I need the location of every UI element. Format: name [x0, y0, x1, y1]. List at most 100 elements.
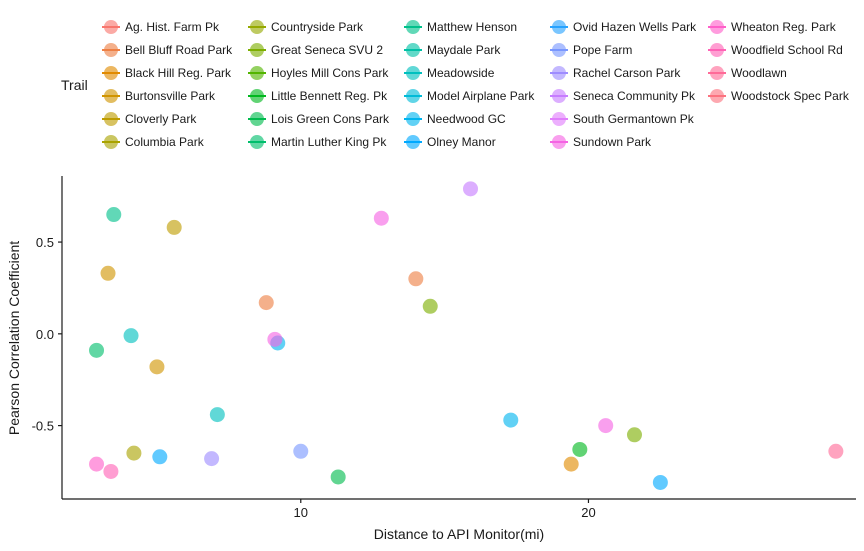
legend-item: Ag. Hist. Farm Pk [102, 20, 220, 34]
legend-item: Woodlawn [708, 66, 787, 80]
legend: Trail Ag. Hist. Farm Pk Bell Bluff Road P… [61, 20, 850, 149]
y-tick-label: 0.5 [36, 235, 54, 250]
legend-key-marker [104, 20, 118, 34]
legend-label: Wheaton Reg. Park [731, 20, 837, 34]
legend-key-marker [710, 66, 724, 80]
legend-key-marker [104, 89, 118, 103]
legend-label: Martin Luther King Pk [271, 135, 387, 149]
legend-key-marker [552, 112, 566, 126]
legend-item: Woodfield School Rd [708, 43, 843, 57]
data-point [106, 207, 122, 223]
legend-key-marker [552, 20, 566, 34]
legend-label: Columbia Park [125, 135, 205, 149]
data-point [100, 265, 116, 281]
legend-item: Great Seneca SVU 2 [248, 43, 383, 57]
legend-item: Woodstock Spec Park [708, 89, 850, 103]
data-point [166, 219, 182, 235]
data-point [463, 181, 479, 197]
data-point [598, 418, 614, 434]
data-point [563, 456, 579, 472]
legend-key-marker [104, 135, 118, 149]
legend-item: Needwood GC [404, 112, 506, 126]
legend-label: Meadowside [427, 66, 495, 80]
legend-item: Burtonsville Park [102, 89, 216, 103]
legend-key-marker [710, 89, 724, 103]
legend-label: Lois Green Cons Park [271, 112, 390, 126]
legend-label: Woodfield School Rd [731, 43, 843, 57]
data-point [330, 469, 346, 485]
legend-key-marker [406, 112, 420, 126]
legend-key-marker [406, 89, 420, 103]
legend-label: Ovid Hazen Wells Park [573, 20, 697, 34]
legend-label: Rachel Carson Park [573, 66, 681, 80]
legend-item: Ovid Hazen Wells Park [550, 20, 697, 34]
legend-key-marker [104, 112, 118, 126]
data-point [89, 456, 105, 472]
legend-item: Pope Farm [550, 43, 632, 57]
legend-key-marker [552, 66, 566, 80]
legend-key-marker [552, 135, 566, 149]
legend-key-marker [406, 66, 420, 80]
legend-title: Trail [61, 77, 88, 93]
data-point [293, 443, 309, 459]
legend-item: Columbia Park [102, 135, 205, 149]
legend-label: Olney Manor [427, 135, 496, 149]
y-tick-label: -0.5 [32, 419, 54, 434]
data-point [267, 331, 283, 347]
x-tick-label: 10 [294, 505, 308, 520]
legend-label: Model Airplane Park [427, 89, 535, 103]
legend-key-marker [710, 43, 724, 57]
data-point [652, 474, 668, 490]
legend-key-marker [406, 20, 420, 34]
legend-label: South Germantown Pk [573, 112, 695, 126]
legend-key-marker [250, 112, 264, 126]
legend-label: Hoyles Mill Cons Park [271, 66, 389, 80]
legend-item: Maydale Park [404, 43, 501, 57]
legend-key-marker [406, 135, 420, 149]
legend-item: Little Bennett Reg. Pk [248, 89, 388, 103]
legend-label: Great Seneca SVU 2 [271, 43, 383, 57]
legend-label: Cloverly Park [125, 112, 197, 126]
legend-key-marker [710, 20, 724, 34]
data-point [123, 328, 139, 344]
legend-item: Olney Manor [404, 135, 496, 149]
legend-label: Needwood GC [427, 112, 506, 126]
y-axis-title: Pearson Correlation Coefficient [6, 241, 22, 435]
legend-key-marker [250, 20, 264, 34]
legend-label: Woodstock Spec Park [731, 89, 850, 103]
data-point [152, 449, 168, 465]
legend-item: Meadowside [404, 66, 495, 80]
legend-key-marker [104, 66, 118, 80]
x-tick-label: 20 [581, 505, 595, 520]
data-point [209, 407, 225, 423]
plot-area: 10 20 -0.5 0.0 0.5 [32, 176, 856, 520]
data-point [626, 427, 642, 443]
y-tick-label: 0.0 [36, 327, 54, 342]
legend-item: South Germantown Pk [550, 112, 695, 126]
legend-key-marker [250, 43, 264, 57]
data-point [503, 412, 519, 428]
legend-label: Ag. Hist. Farm Pk [125, 20, 220, 34]
legend-label: Maydale Park [427, 43, 501, 57]
legend-key-marker [104, 43, 118, 57]
legend-label: Seneca Community Pk [573, 89, 696, 103]
legend-item: Cloverly Park [102, 112, 197, 126]
data-point [828, 443, 844, 459]
legend-item: Seneca Community Pk [550, 89, 696, 103]
legend-label: Matthew Henson [427, 20, 517, 34]
data-point [204, 451, 220, 467]
legend-item: Rachel Carson Park [550, 66, 681, 80]
legend-label: Pope Farm [573, 43, 632, 57]
data-point [258, 295, 274, 311]
legend-label: Burtonsville Park [125, 89, 216, 103]
legend-key-marker [552, 89, 566, 103]
data-point [373, 210, 389, 226]
legend-item: Black Hill Reg. Park [102, 66, 232, 80]
legend-label: Sundown Park [573, 135, 652, 149]
legend-label: Little Bennett Reg. Pk [271, 89, 388, 103]
data-point [422, 298, 438, 314]
legend-item: Matthew Henson [404, 20, 517, 34]
legend-item: Martin Luther King Pk [248, 135, 387, 149]
legend-item: Model Airplane Park [404, 89, 535, 103]
